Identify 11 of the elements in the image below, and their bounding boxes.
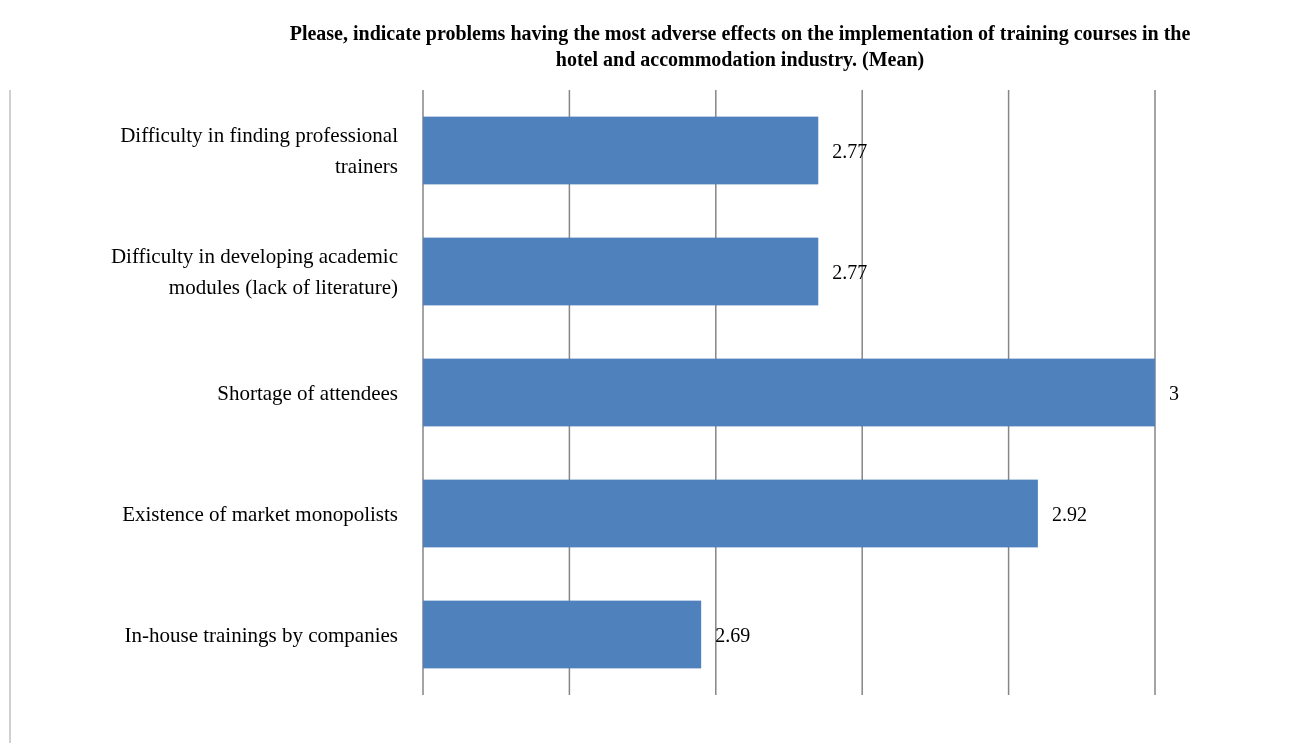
- y-tick-label: In-house trainings by companies: [124, 622, 398, 647]
- data-label: 2.69: [715, 623, 751, 646]
- data-label: 2.77: [832, 139, 868, 162]
- y-tick-label: Shortage of attendees: [217, 380, 398, 405]
- y-tick-label: Difficulty in finding professional trainers: [120, 123, 399, 178]
- y-tick-label: Difficulty in developing academic modules (lack of literature): [110, 244, 398, 299]
- y-tick-label: Existence of market monopolists: [122, 501, 398, 526]
- data-label: 2.92: [1051, 502, 1087, 525]
- data-label: 2.77: [832, 260, 868, 283]
- data-label: 3: [1169, 381, 1179, 404]
- chart-title: Please, indicate problems having the most adverse effects on the implementation of training courses in the hotel and accommodation industry. (Mean): [289, 22, 1191, 71]
